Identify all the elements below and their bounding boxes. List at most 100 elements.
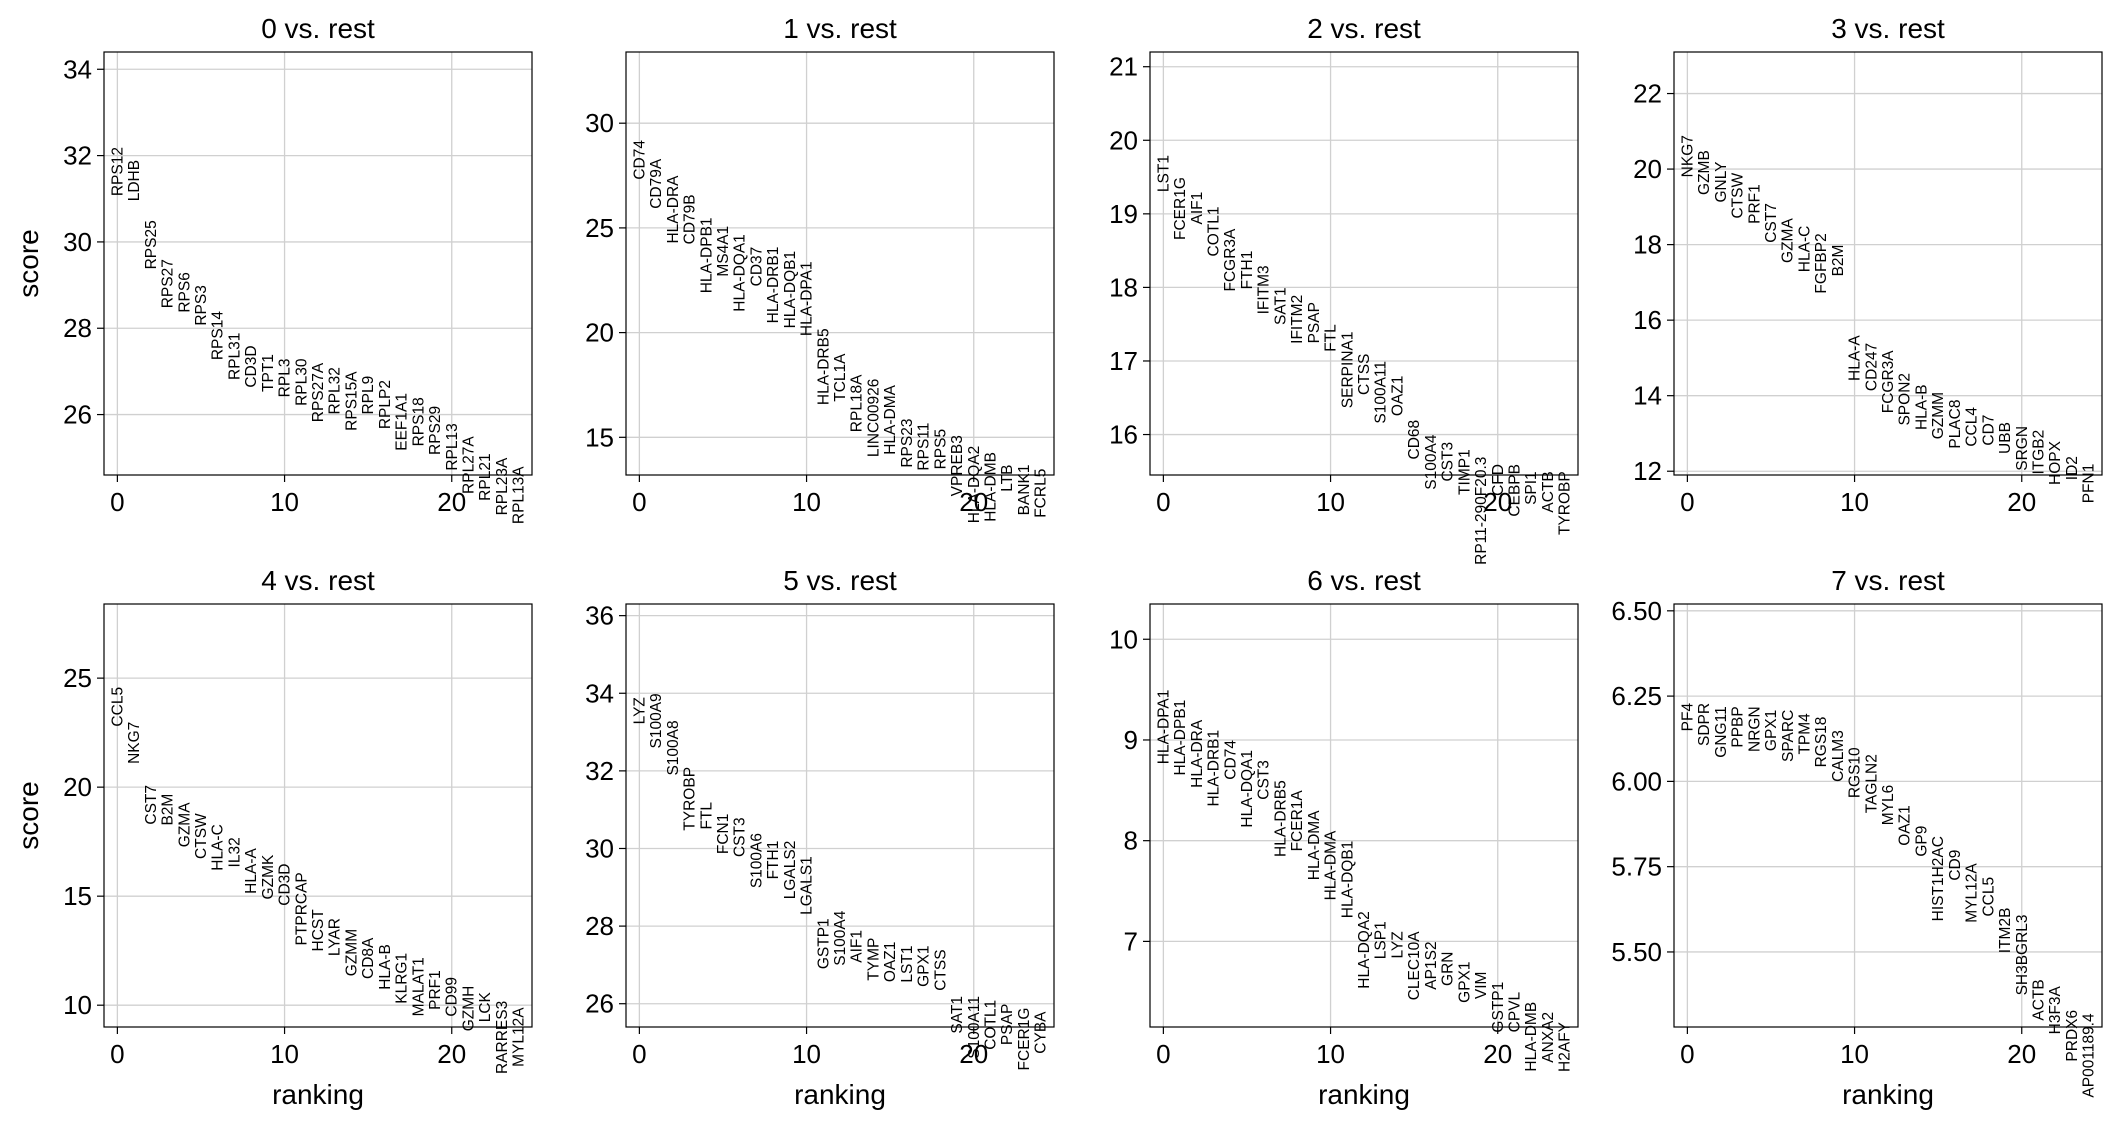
gene-label: PRF1 — [1746, 184, 1763, 224]
subplot-0: 0 10 20 26 28 30 32 34 0 vs. rest score RPS12 LDHB R… — [13, 13, 533, 524]
y-tick-label: 14 — [1633, 381, 1662, 411]
gene-label: RPS6 — [176, 272, 193, 313]
x-tick-label: 20 — [1483, 487, 1512, 517]
x-axis-label: ranking — [1842, 1079, 1934, 1110]
gene-label: HLA-DPB1 — [1172, 700, 1189, 776]
gene-label: HLA-DRB5 — [815, 328, 832, 405]
y-tick-label: 32 — [585, 756, 614, 786]
gene-label: AIF1 — [849, 930, 866, 963]
x-tick-label: 20 — [1483, 1039, 1512, 1069]
gene-label: HLA-B — [1913, 384, 1930, 430]
gene-label: HLA-B — [377, 944, 394, 990]
gene-label: HLA-DPA1 — [799, 261, 816, 336]
gene-label: CEBPB — [1506, 464, 1523, 517]
gene-label: VIM — [1473, 972, 1490, 1000]
gene-label: LGALS2 — [782, 841, 799, 900]
gene-label: HLA-DMA — [882, 384, 899, 454]
gene-label: RPS18 — [410, 397, 427, 446]
gene-label: ITM2B — [1997, 908, 2014, 954]
x-tick-label: 20 — [959, 487, 988, 517]
x-axis-label: ranking — [794, 1079, 886, 1110]
gene-label: HLA-A — [1847, 335, 1864, 381]
gene-label: NRGN — [1746, 706, 1763, 752]
y-tick-label: 30 — [585, 108, 614, 138]
gene-label: RPL21 — [477, 453, 494, 500]
gene-label: MALAT1 — [410, 957, 427, 1016]
gene-label: IFITM3 — [1256, 265, 1273, 314]
gene-label: CTSW — [1729, 173, 1746, 219]
gene-label: CCL5 — [1980, 877, 1997, 917]
gene-label: AP1S2 — [1423, 941, 1440, 989]
gene-label: FCN1 — [715, 814, 732, 854]
gene-label: RPS14 — [210, 311, 227, 360]
gene-label: RPS27 — [159, 259, 176, 308]
gene-label: GPX1 — [1763, 710, 1780, 751]
gene-label: CD74 — [631, 140, 648, 180]
gene-label: TIMP1 — [1456, 449, 1473, 495]
y-tick-label: 17 — [1109, 346, 1138, 376]
plot-frame — [625, 603, 1055, 1028]
gene-label: PLAC8 — [1947, 400, 1964, 449]
gene-label: CTSW — [193, 813, 210, 859]
gene-label: GNG11 — [1713, 706, 1730, 757]
x-tick-label: 10 — [792, 1039, 821, 1069]
gene-label: GZMA — [1780, 218, 1797, 263]
y-tick-label: 5.75 — [1611, 852, 1662, 882]
y-tick-label: 34 — [585, 678, 614, 708]
gene-label: CST7 — [1763, 203, 1780, 243]
gene-label: HLA-DQB1 — [1339, 841, 1356, 919]
gene-label: SH3BGRL3 — [2014, 914, 2031, 995]
y-tick-label: 32 — [63, 141, 92, 171]
gene-label: GZMA — [176, 802, 193, 847]
gene-label: CD247 — [1863, 343, 1880, 391]
gene-label: PTPRCAP — [293, 872, 310, 945]
x-tick-label: 20 — [437, 1039, 466, 1069]
gene-label: CYBA — [1033, 1011, 1050, 1054]
gene-label: LSP1 — [1373, 921, 1390, 959]
gene-label: SPON2 — [1897, 373, 1914, 426]
gene-label: AP001189.4 — [2081, 1013, 2098, 1098]
gene-label: EEF1A1 — [394, 393, 411, 451]
subplot-title: 2 vs. rest — [1307, 13, 1421, 44]
plot-frame — [103, 603, 533, 1028]
y-tick-label: 28 — [585, 911, 614, 941]
y-tick-label: 21 — [1109, 52, 1138, 82]
gene-label: CPVL — [1506, 991, 1523, 1032]
gene-label: SERPINA1 — [1339, 332, 1356, 409]
x-tick-label: 20 — [2007, 1039, 2036, 1069]
y-tick-label: 36 — [585, 601, 614, 631]
gene-label: FCER1G — [1016, 1008, 1033, 1071]
gene-label: RPS3 — [193, 285, 210, 326]
gene-label: RPS25 — [143, 220, 160, 269]
gene-label: ACTB — [2031, 979, 2048, 1020]
gene-label: RPL30 — [293, 358, 310, 406]
plot-frame — [1149, 51, 1579, 476]
gene-label: CFD — [1490, 464, 1507, 496]
gene-label: CST7 — [143, 785, 160, 825]
x-tick-label: 10 — [1840, 487, 1869, 517]
y-tick-label: 6.50 — [1611, 596, 1662, 626]
y-tick-label: 18 — [1109, 272, 1138, 302]
x-tick-label: 10 — [1316, 1039, 1345, 1069]
gene-label: OAZ1 — [1897, 805, 1914, 845]
gene-label: PRDX6 — [2064, 1010, 2081, 1062]
gene-label: CD68 — [1406, 420, 1423, 460]
gene-label: HLA-DRB1 — [1205, 730, 1222, 807]
gene-label: HLA-C — [1796, 226, 1813, 273]
gene-label: HLA-DQB1 — [782, 251, 799, 329]
x-axis-label: ranking — [272, 1079, 364, 1110]
gene-label: RPS12 — [109, 147, 126, 196]
x-tick-label: 20 — [437, 487, 466, 517]
x-tick-label: 0 — [1680, 1039, 1694, 1069]
gene-label: AIF1 — [1189, 192, 1206, 225]
gene-label: LST1 — [899, 946, 916, 983]
gene-label: CD74 — [1222, 740, 1239, 780]
subplot-title: 4 vs. rest — [261, 565, 375, 596]
gene-label: S100A4 — [1423, 434, 1440, 490]
gene-label: SPI1 — [1523, 471, 1540, 505]
gene-label: CD8A — [360, 937, 377, 979]
gene-label: MS4A1 — [715, 226, 732, 277]
